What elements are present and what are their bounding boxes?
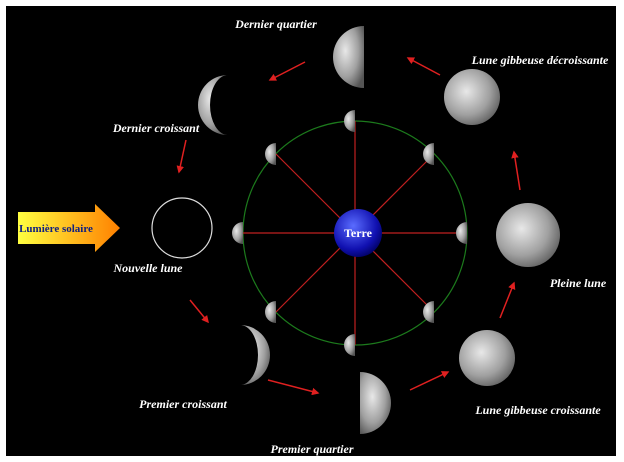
sun-label: Lumière solaire	[19, 223, 93, 235]
phase-label: Premier quartier	[271, 442, 354, 456]
phase-label: Lune gibbeuse décroissante	[471, 53, 609, 67]
phase-label: Premier croissant	[139, 397, 227, 411]
phase-label: Dernier croissant	[112, 121, 200, 135]
new-moon	[152, 198, 212, 258]
phase-label: Nouvelle lune	[113, 261, 184, 275]
moon-phases-diagram: Terre Lumière solaire Nouvelle lune Prem…	[0, 0, 624, 462]
phase-label: Lune gibbeuse croissante	[474, 403, 601, 417]
phase-label: Pleine lune	[550, 276, 607, 290]
earth-label: Terre	[344, 226, 373, 240]
waning-gibbous	[444, 69, 500, 125]
waxing-gibbous	[459, 330, 515, 386]
phase-label: Dernier quartier	[234, 17, 317, 31]
full-moon	[496, 203, 560, 267]
earth: Terre	[334, 209, 382, 257]
